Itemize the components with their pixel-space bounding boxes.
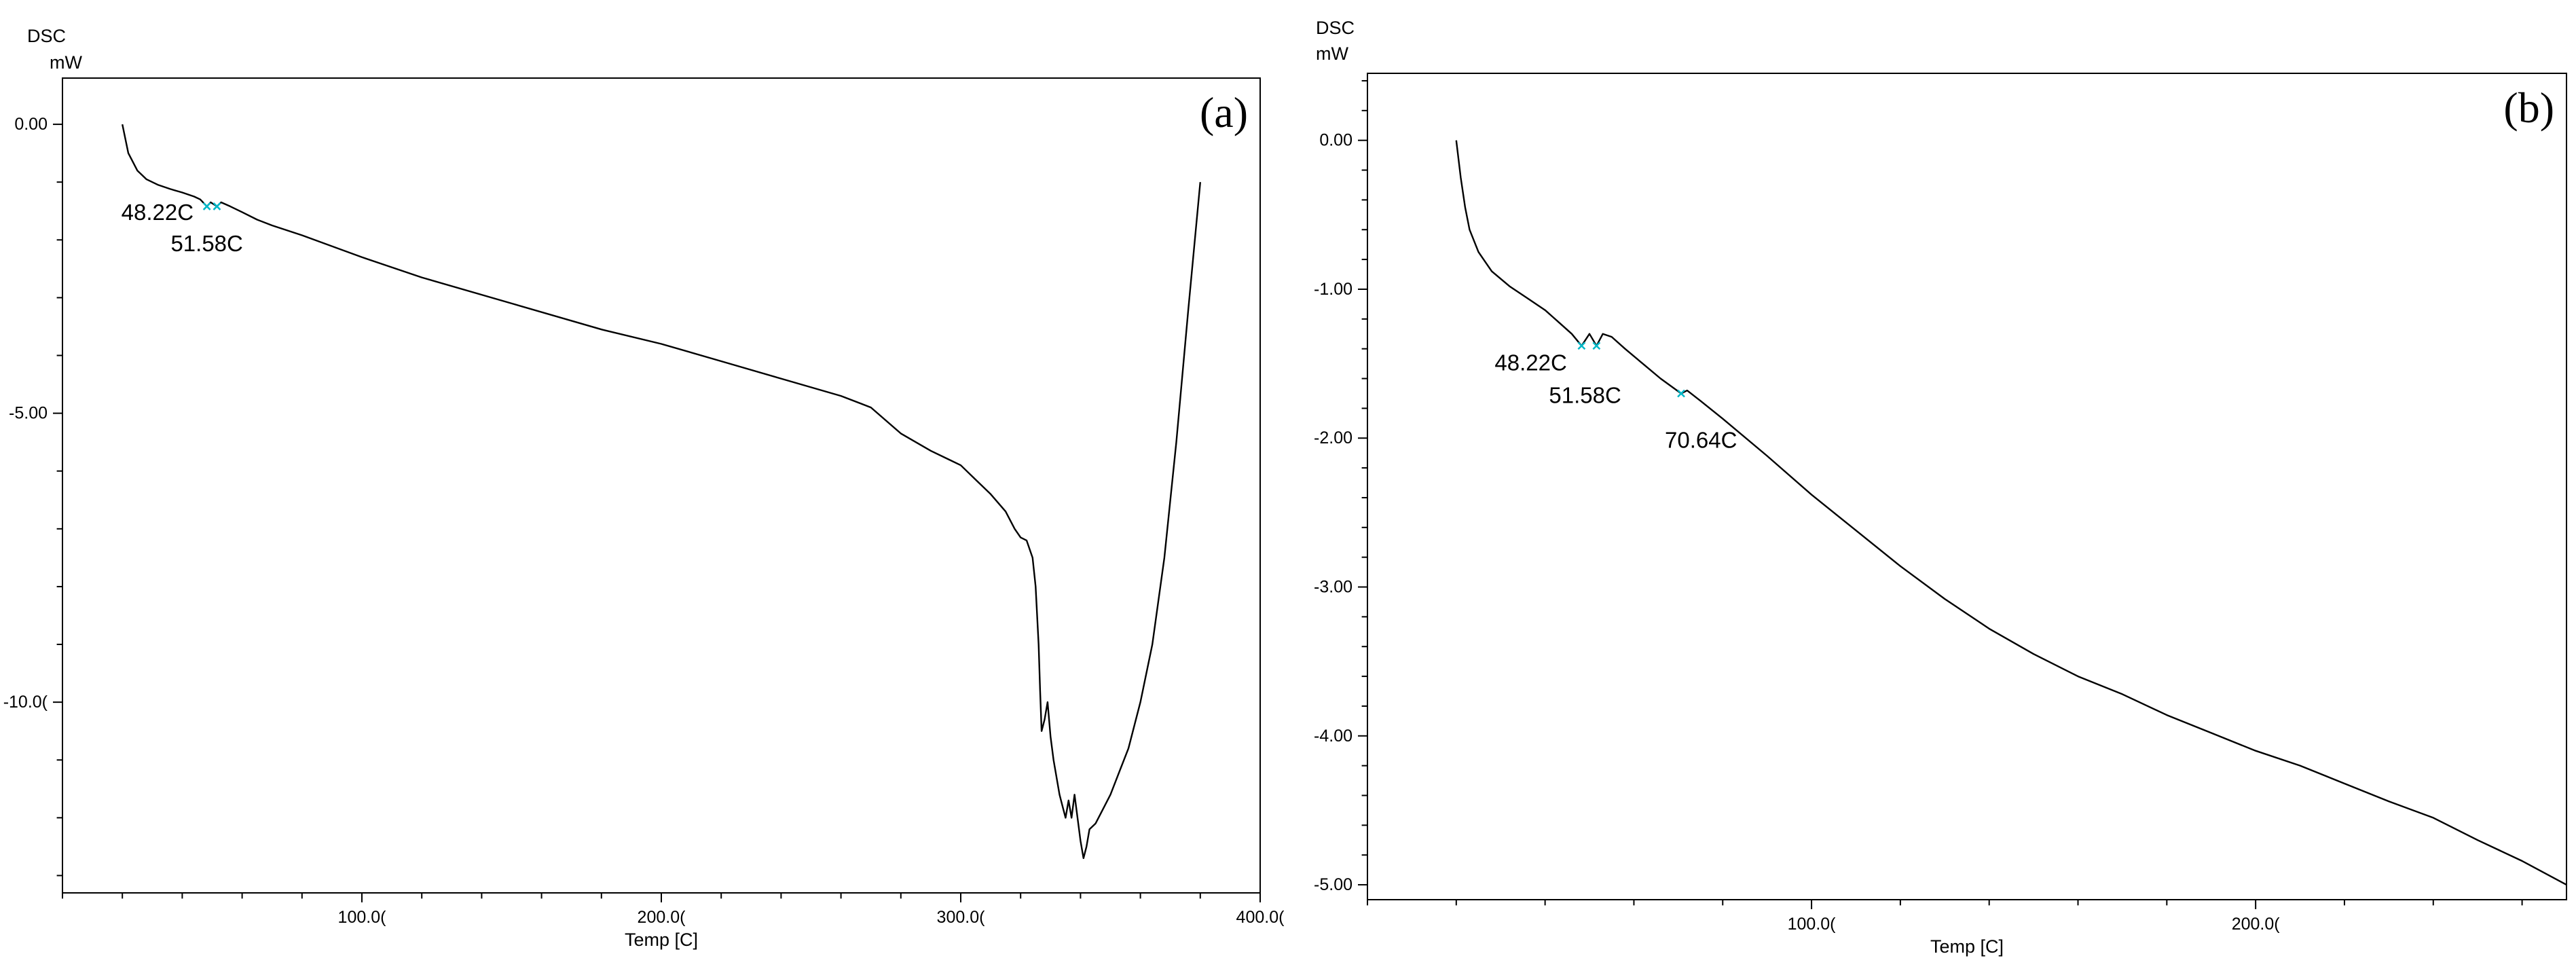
x-tick-label: 100.0(: [338, 908, 387, 927]
y-tick-label: -1.00: [1314, 280, 1353, 299]
y-tick-label: 0.00: [1319, 131, 1353, 150]
y-tick-label: -5.00: [9, 404, 48, 423]
peak-annotation: 51.58C: [170, 231, 242, 256]
peak-annotation: 51.58C: [1549, 382, 1621, 407]
peak-marker: [213, 202, 221, 210]
y-axis-title-line1: DSC: [27, 26, 66, 46]
x-axis-title: Temp [C]: [1930, 936, 2004, 957]
dsc-curve: [1455, 140, 2567, 886]
plot-frame: [62, 77, 1261, 894]
dsc-panel-b: 100.0( 200.0( 0.00 -1.00 -2.00 -3.00 -4.00 -5.0…: [1314, 18, 2567, 957]
y-tick-label: -5.00: [1314, 875, 1353, 894]
x-tick-label: 200.0(: [2232, 915, 2281, 934]
y-tick-label: -10.0(: [3, 693, 48, 712]
peak-marker: [1592, 342, 1601, 350]
dsc-panel-a: 100.0( 200.0( 300.0( 400.0( 0.00 -5.00 -10.0( D…: [3, 26, 1285, 950]
x-tick-label: 300.0(: [937, 908, 986, 927]
panel-label: (b): [2503, 84, 2554, 132]
x-tick-label: 100.0(: [1788, 915, 1837, 934]
peak-annotation: 70.64C: [1665, 427, 1737, 452]
panel-label: (a): [1200, 88, 1248, 136]
y-axis-title-line2: mW: [50, 52, 82, 73]
x-tick-label: 400.0(: [1236, 908, 1285, 927]
x-axis-title: Temp [C]: [625, 930, 698, 950]
y-tick-label: 0.00: [14, 115, 48, 134]
peak-marker: [1677, 389, 1685, 398]
peak-annotation: 48.22C: [1494, 350, 1566, 375]
x-tick-label: 200.0(: [638, 908, 686, 927]
dsc-curve: [122, 124, 1201, 860]
y-tick-label: -4.00: [1314, 727, 1353, 746]
plot-frame: [1367, 73, 2567, 900]
y-axis-title-line1: DSC: [1316, 18, 1355, 38]
peak-marker: [1577, 342, 1586, 350]
y-tick-label: -2.00: [1314, 428, 1353, 447]
y-tick-label: -3.00: [1314, 578, 1353, 597]
peak-annotation: 48.22C: [122, 200, 194, 225]
peak-marker: [202, 202, 211, 210]
y-axis-title-line2: mW: [1316, 43, 1348, 64]
